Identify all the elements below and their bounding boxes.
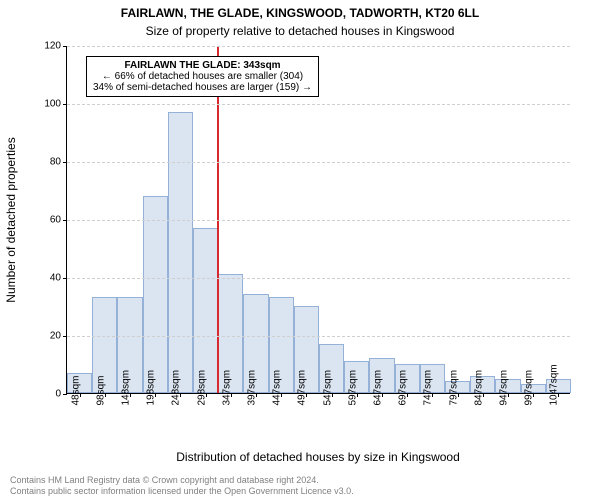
ytick-mark (63, 162, 67, 163)
annotation-box: FAIRLAWN THE GLADE: 343sqm ← 66% of deta… (86, 56, 319, 97)
annotation-line-3: 34% of semi-detached houses are larger (… (93, 82, 312, 93)
chart-subtitle: Size of property relative to detached ho… (0, 24, 600, 38)
gridline (67, 46, 570, 47)
ytick-mark (63, 46, 67, 47)
ytick-label: 40 (50, 273, 61, 284)
ytick-label: 80 (50, 157, 61, 168)
x-axis-label: Distribution of detached houses by size … (66, 450, 570, 464)
ytick-label: 20 (50, 331, 61, 342)
bar (193, 228, 218, 393)
ytick-mark (63, 278, 67, 279)
chart-plot-area: 020406080100120 (66, 46, 570, 394)
footer-line-1: Contains HM Land Registry data © Crown c… (10, 475, 354, 485)
gridline (67, 220, 570, 221)
gridline (67, 278, 570, 279)
y-axis-label: Number of detached properties (4, 137, 18, 302)
chart-title: FAIRLAWN, THE GLADE, KINGSWOOD, TADWORTH… (0, 6, 600, 20)
ytick-mark (63, 336, 67, 337)
gridline (67, 104, 570, 105)
ytick-label: 60 (50, 215, 61, 226)
bar (143, 196, 168, 393)
footer-attribution: Contains HM Land Registry data © Crown c… (10, 475, 354, 496)
annotation-line-2: ← 66% of detached houses are smaller (30… (93, 71, 312, 82)
ytick-label: 100 (44, 99, 61, 110)
ytick-label: 0 (55, 389, 61, 400)
ytick-mark (63, 104, 67, 105)
ytick-mark (63, 394, 67, 395)
footer-line-2: Contains public sector information licen… (10, 486, 354, 496)
ytick-label: 120 (44, 41, 61, 52)
bar (168, 112, 193, 393)
gridline (67, 162, 570, 163)
annotation-title: FAIRLAWN THE GLADE: 343sqm (93, 60, 312, 71)
gridline (67, 336, 570, 337)
ytick-mark (63, 220, 67, 221)
